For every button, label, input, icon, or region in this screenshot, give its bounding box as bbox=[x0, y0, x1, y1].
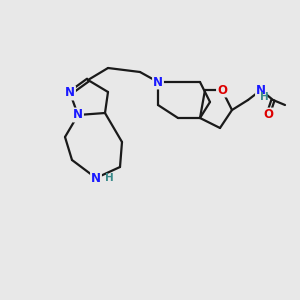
Text: H: H bbox=[105, 173, 114, 183]
Text: N: N bbox=[153, 76, 163, 88]
Text: O: O bbox=[217, 83, 227, 97]
Text: O: O bbox=[263, 109, 273, 122]
Text: N: N bbox=[65, 86, 75, 100]
Text: H: H bbox=[260, 92, 269, 102]
Text: N: N bbox=[91, 172, 101, 184]
Text: N: N bbox=[73, 109, 83, 122]
Text: N: N bbox=[256, 83, 266, 97]
